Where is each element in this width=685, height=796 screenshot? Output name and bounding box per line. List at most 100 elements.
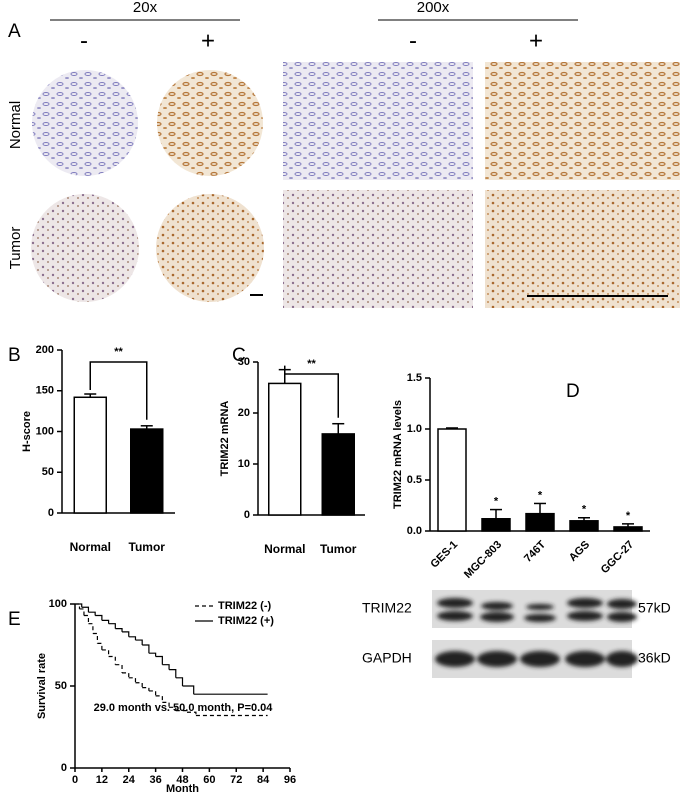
row-label: Tumor [7,227,24,270]
y-axis-label: TRIM22 mRNA [219,401,231,477]
x-tick-label: 60 [203,774,215,786]
survival-step [83,614,90,624]
bar [130,428,164,514]
column-title: 20x [133,0,158,16]
y-tick-label: 0 [61,762,67,774]
y-tick-label: 50 [42,466,54,478]
survival-step [162,664,170,670]
survival-step [155,655,163,665]
survival-step [108,655,116,665]
y-tick-label: 1.0 [407,423,422,435]
significance-bracket [89,361,148,420]
x-tick-label: GGC-27 [599,539,636,576]
bar [569,520,599,532]
significance-mark: ** [307,358,316,370]
y-tick-label: 100 [49,598,67,610]
x-tick-label: Tumor [320,542,357,556]
y-tick-label: 0.0 [407,525,422,537]
x-tick-label: MGC-803 [462,539,504,581]
survival-step [75,603,83,608]
plus-label: + [201,27,215,54]
survival-step [142,644,150,654]
y-tick-label: 50 [55,680,67,692]
tissue-core [32,70,138,176]
survival-step [128,677,137,683]
x-tick-label: Tumor [129,540,166,554]
survival-step [81,606,90,613]
survival-step [135,682,143,688]
x-tick-label: 72 [230,774,242,786]
bar [613,526,643,532]
significance-mark: * [582,504,587,516]
legend-label: TRIM22 (+) [218,615,274,627]
x-tick-label: 48 [176,774,188,786]
x-tick-label: 0 [72,774,78,786]
survival-step [115,628,123,632]
panel-label: B [8,345,21,366]
survival-step [169,669,177,678]
x-tick-label: 36 [150,774,162,786]
tissue-image [485,62,680,180]
blot-size: 57kD [638,600,671,616]
survival-step [88,611,96,616]
survival-step [88,623,94,634]
survival-step [79,608,85,616]
survival-step [122,672,130,678]
y-tick-label: 0 [244,509,250,521]
legend-label: TRIM22 (-) [218,600,272,612]
minus-label: - [409,27,417,54]
bar [268,382,302,516]
survival-step [135,639,143,645]
y-tick-label: 0.5 [407,474,422,486]
bar [321,433,355,516]
y-tick-label: 20 [238,407,250,419]
survival-step [108,623,116,629]
x-tick-label: Normal [264,542,305,556]
bar [481,518,511,532]
tissue-core [157,70,263,176]
tissue-core [156,194,264,302]
column-title: 200x [417,0,450,16]
x-tick-label: 746T [522,538,548,564]
survival-step [101,649,110,657]
minus-label: - [80,27,88,54]
blot-size: 36kD [638,650,671,666]
x-tick-label: GES-1 [428,539,460,571]
significance-bracket [284,365,339,418]
y-tick-label: 1.5 [407,372,422,384]
y-tick-label: 10 [238,458,250,470]
blot-protein: TRIM22 [362,600,412,616]
annotation: 29.0 month vs. 50.0 month, P=0.04 [94,702,274,714]
survival-step [122,631,130,637]
x-tick-label: 12 [96,774,108,786]
panel-label: E [8,609,21,630]
x-tick-label: Normal [70,540,111,554]
survival-step [175,710,188,713]
blot-protein: GAPDH [362,650,412,666]
panel-label: C [232,345,246,366]
tissue-core [31,194,139,302]
x-tick-label: 84 [257,774,270,786]
survival-step [128,636,137,641]
x-tick-label: AGS [567,539,592,564]
blot-bands [435,598,638,667]
x-axis-label: Month [166,783,199,795]
y-axis-label: Survival rate [36,653,48,719]
survival-step [148,652,157,657]
survival-step [182,685,195,695]
plus-label: + [529,27,543,54]
x-tick-label: 24 [123,774,136,786]
tissue-image [283,190,473,308]
survival-step [175,677,184,686]
bar [525,512,555,532]
bar [73,396,107,514]
significance-mark: * [626,510,631,522]
significance-mark: ** [114,346,123,358]
row-label: Normal [7,101,24,149]
survival-step [162,701,170,708]
y-axis-label: H-score [21,411,33,452]
y-tick-label: 0 [48,507,54,519]
y-tick-label: 100 [36,425,54,437]
